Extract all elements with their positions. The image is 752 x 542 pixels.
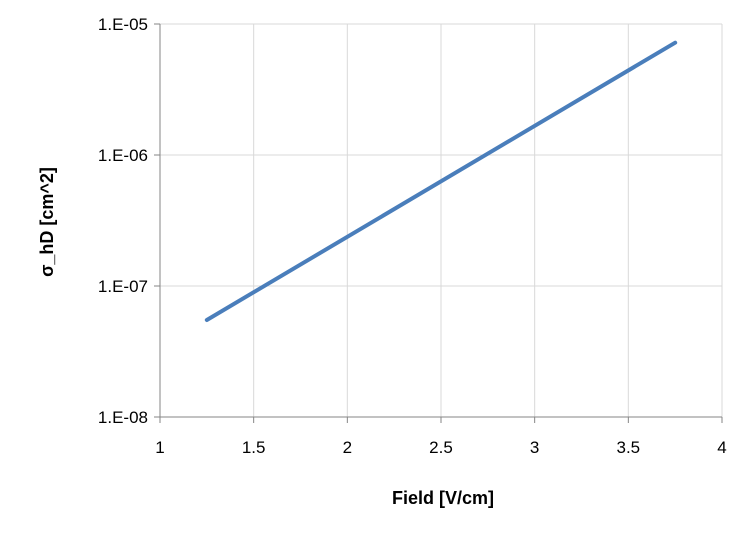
x-tick-label: 4 xyxy=(717,438,726,457)
tick-labels: 1 1.5 2 2.5 3 3.5 4 1.E-08 1.E-07 1.E-06 1.E-05 xyxy=(98,15,727,457)
x-tick-label: 1.5 xyxy=(242,438,266,457)
x-tick-label: 1 xyxy=(155,438,164,457)
grid xyxy=(160,23,723,417)
x-tick-label: 3 xyxy=(530,438,539,457)
series xyxy=(204,40,678,323)
x-tick-label: 3.5 xyxy=(617,438,641,457)
y-tick-label: 1.E-05 xyxy=(98,15,148,34)
series-line xyxy=(204,40,678,323)
y-tick-label: 1.E-07 xyxy=(98,277,148,296)
y-axis-title: σ_hD [cm^2] xyxy=(37,167,57,277)
y-tick-label: 1.E-08 xyxy=(98,408,148,427)
x-axis-title: Field [V/cm] xyxy=(392,488,494,508)
x-tick-label: 2 xyxy=(343,438,352,457)
x-tick-label: 2.5 xyxy=(429,438,453,457)
y-tick-label: 1.E-06 xyxy=(98,146,148,165)
axes xyxy=(154,23,723,423)
